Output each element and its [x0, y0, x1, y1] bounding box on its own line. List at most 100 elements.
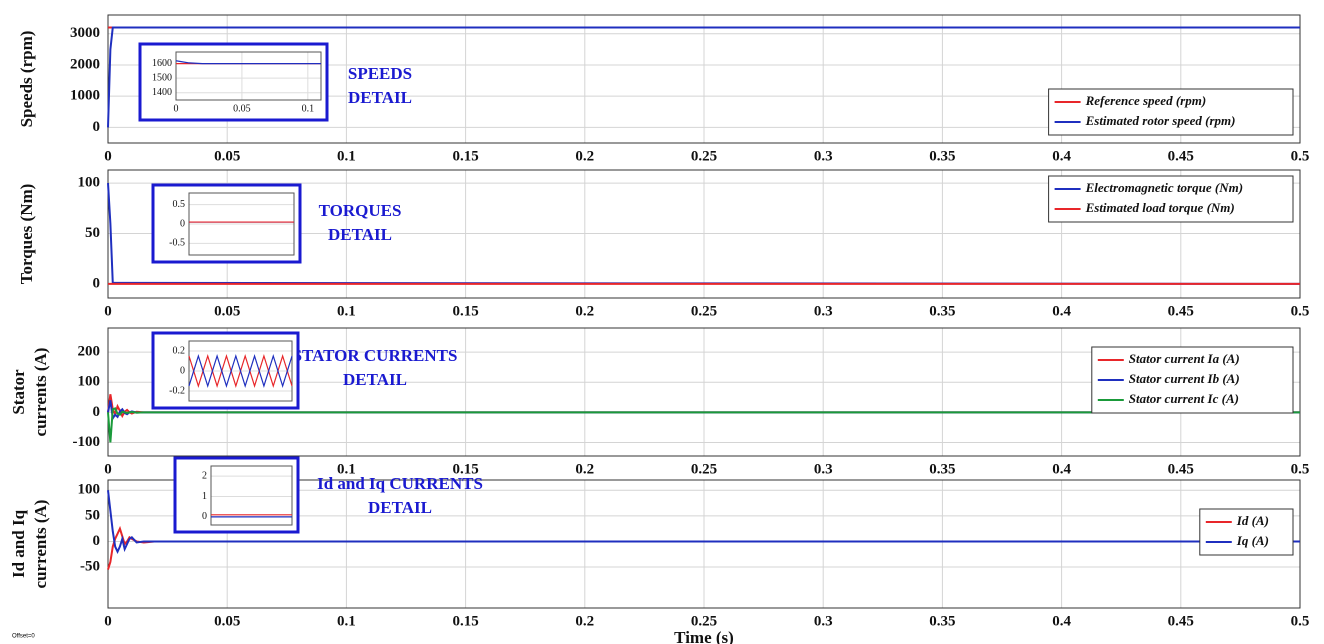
x-tick-label: 0.2 — [575, 303, 594, 319]
annotation: SPEEDS — [348, 64, 412, 83]
legend-label: Id (A) — [1236, 513, 1269, 528]
plot-frame — [107, 327, 1301, 457]
inset-plot-frame — [210, 465, 293, 526]
y-tick-label: 100 — [78, 482, 101, 498]
inset-x-tick-label: 0 — [174, 103, 179, 114]
y-axis-label: currents (A) — [31, 500, 50, 589]
x-tick-label: 0.35 — [929, 303, 955, 319]
x-tick-label: 0.35 — [929, 613, 955, 629]
inset-y-tick-label: 1500 — [152, 72, 172, 83]
legend-label: Stator current Ic (A) — [1129, 391, 1239, 406]
x-tick-label: 0.5 — [1291, 613, 1310, 629]
y-tick-label: 0 — [93, 119, 101, 135]
inset-y-tick-label: 0.5 — [173, 199, 186, 210]
inset-frame — [138, 42, 329, 122]
x-tick-label: 0.45 — [1168, 303, 1194, 319]
x-tick-label: 0.35 — [929, 461, 955, 477]
y-axis-label: currents (A) — [31, 348, 50, 437]
x-tick-label: 0 — [104, 613, 112, 629]
x-tick-label: 0.4 — [1052, 613, 1071, 629]
inset-x-tick-label: 0.05 — [233, 103, 251, 114]
y-axis-label: Torques (Nm) — [17, 184, 36, 285]
inset-y-tick-label: 2 — [202, 470, 207, 481]
inset-y-tick-label: 0 — [180, 365, 185, 376]
x-tick-label: 0.2 — [575, 148, 594, 164]
annotation: DETAIL — [343, 370, 407, 389]
x-tick-label: 0.4 — [1052, 303, 1071, 319]
series-line — [107, 490, 1300, 555]
x-tick-label: 0.25 — [691, 613, 717, 629]
y-tick-label: 50 — [85, 507, 100, 523]
annotation: DETAIL — [368, 498, 432, 517]
x-tick-label: 0.45 — [1168, 461, 1194, 477]
series-line — [107, 26, 1300, 128]
legend-label: Estimated rotor speed (rpm) — [1085, 113, 1236, 128]
x-tick-label: 0.5 — [1291, 461, 1310, 477]
x-tick-label: 0.45 — [1168, 613, 1194, 629]
plot-frame — [107, 14, 1301, 144]
series-line — [107, 407, 1300, 443]
x-axis-label: Time (s) — [674, 628, 734, 644]
y-tick-label: -50 — [80, 558, 100, 574]
plot-frame — [107, 479, 1301, 609]
y-tick-label: 0 — [93, 404, 101, 420]
legend-box — [1048, 175, 1294, 223]
inset-plot-frame — [188, 192, 295, 256]
legend-label: Estimated load torque (Nm) — [1085, 200, 1235, 215]
x-tick-label: 0.4 — [1052, 148, 1071, 164]
annotation: DETAIL — [348, 88, 412, 107]
y-tick-label: -100 — [73, 434, 101, 450]
x-tick-label: 0.3 — [814, 148, 833, 164]
x-tick-label: 0.35 — [929, 148, 955, 164]
legend-box — [1091, 346, 1294, 414]
plot-frame — [107, 169, 1301, 299]
y-axis-label: Speeds (rpm) — [17, 31, 36, 128]
y-tick-label: 1000 — [70, 88, 100, 104]
legend-label: Stator current Ib (A) — [1129, 371, 1240, 386]
y-tick-label: 100 — [78, 175, 101, 191]
x-tick-label: 0.15 — [452, 461, 478, 477]
inset-y-tick-label: -0.2 — [169, 385, 185, 396]
inset-y-tick-label: 0 — [180, 218, 185, 229]
inset-plot-frame — [188, 340, 293, 402]
inset-y-tick-label: 0 — [202, 511, 207, 522]
annotation: STATOR CURRENTS — [293, 346, 458, 365]
annotation: TORQUES — [319, 201, 402, 220]
inset-line — [188, 353, 293, 389]
inset-x-tick-label: 0.1 — [302, 103, 315, 114]
x-tick-label: 0.2 — [575, 613, 594, 629]
y-tick-label: 0 — [93, 275, 101, 291]
legend-box — [1048, 88, 1294, 136]
x-tick-label: 0.4 — [1052, 461, 1071, 477]
y-tick-label: 50 — [85, 225, 100, 241]
x-tick-label: 0.1 — [337, 303, 356, 319]
x-tick-label: 0 — [104, 148, 112, 164]
x-tick-label: 0.25 — [691, 303, 717, 319]
inset-line — [175, 60, 321, 65]
x-tick-label: 0.5 — [1291, 303, 1310, 319]
x-tick-label: 0.2 — [575, 461, 594, 477]
x-tick-label: 0.45 — [1168, 148, 1194, 164]
y-tick-label: 2000 — [70, 56, 100, 72]
inset-frame — [173, 456, 300, 534]
x-tick-label: 0.05 — [214, 303, 240, 319]
x-tick-label: 0.15 — [452, 148, 478, 164]
x-tick-label: 0 — [104, 303, 112, 319]
inset-y-tick-label: 1600 — [152, 58, 172, 69]
inset-y-tick-label: 0.2 — [173, 345, 186, 356]
y-tick-label: 3000 — [70, 25, 100, 41]
y-axis-label: Stator — [9, 369, 28, 415]
x-tick-label: 0.15 — [452, 303, 478, 319]
legend-label: Iq (A) — [1236, 533, 1269, 548]
annotation: Id and Iq CURRENTS — [317, 474, 483, 493]
x-tick-label: 0.5 — [1291, 148, 1310, 164]
y-axis-label: Id and Iq — [9, 509, 28, 578]
x-tick-label: 0.25 — [691, 148, 717, 164]
y-tick-label: 200 — [78, 344, 101, 360]
x-tick-label: 0.15 — [452, 613, 478, 629]
x-tick-label: 0.3 — [814, 461, 833, 477]
x-tick-label: 0.3 — [814, 613, 833, 629]
inset-y-tick-label: 1400 — [152, 87, 172, 98]
x-tick-label: 0.1 — [337, 148, 356, 164]
